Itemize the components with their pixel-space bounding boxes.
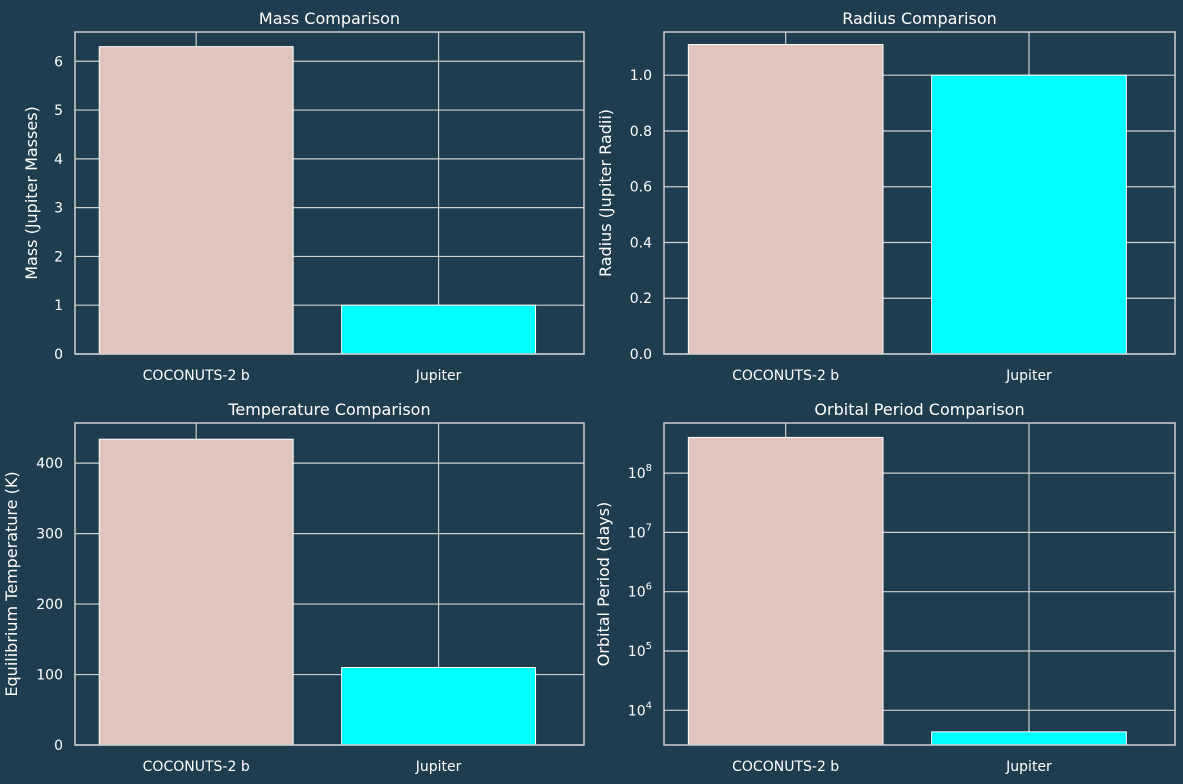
y-tick-label: 104 [628,700,652,719]
bar-jupiter [341,304,537,355]
bar-coconuts-2-b [687,44,884,355]
y-tick-label: 300 [36,527,63,543]
axes-frame [663,422,1176,746]
chart-panel-mass: 0 1 2 3 4 5 6 COCONUTS-2 b Jupiter Mass Compariso… [22,9,585,384]
y-axis-label: Equilibrium Temperature (K) [2,471,21,696]
y-tick-label: 0.2 [630,291,652,307]
x-tick-label: Jupiter [415,368,462,384]
y-axis-label: Mass (Jupiter Masses) [22,106,41,280]
y-tick-label: 400 [36,456,63,472]
y-tick-label: 108 [628,463,652,482]
bar-jupiter [931,731,1127,746]
chart-panel-period: 104 105 106 107 108 COCONUTS-2 b Jupiter Orbita… [594,400,1176,775]
bar-coconuts-2-b [98,46,294,355]
x-tick-label: COCONUTS-2 b [732,759,839,775]
bar-jupiter [341,666,537,746]
y-tick-label: 0.8 [630,124,652,140]
chart-title: Mass Comparison [259,9,400,28]
y-tick-label: 5 [54,103,63,119]
y-tick-label: 1 [54,298,63,314]
chart-panel-temperature: 0 100 200 300 400 COCONUTS-2 b Jupiter Temperat… [2,400,585,775]
y-tick-label: 0.0 [630,347,652,363]
x-tick-label: COCONUTS-2 b [143,368,250,384]
axes-frame [74,422,585,746]
x-tick-label: Jupiter [1005,368,1052,384]
y-tick-label: 200 [36,597,63,613]
y-tick-label: 2 [54,249,63,265]
chart-title: Temperature Comparison [227,400,430,419]
chart-title: Orbital Period Comparison [814,400,1024,419]
y-tick-label: 6 [54,54,63,70]
y-axis-label: Radius (Jupiter Radii) [596,109,615,277]
y-tick-label: 0.4 [630,235,652,251]
y-axis-label: Orbital Period (days) [594,502,613,667]
bar-jupiter [931,74,1127,355]
y-tick-label: 105 [628,641,652,660]
y-tick-label: 106 [628,582,652,601]
x-tick-label: Jupiter [1005,759,1052,775]
y-tick-label: 100 [36,668,63,684]
x-tick-label: COCONUTS-2 b [732,368,839,384]
axes-frame [74,31,585,355]
y-tick-label: 4 [54,152,63,168]
bar-coconuts-2-b [98,438,294,746]
y-tick-label: 0 [54,738,63,754]
chart-title: Radius Comparison [842,9,997,28]
y-tick-label: 107 [628,522,652,541]
x-tick-label: Jupiter [415,759,462,775]
y-tick-label: 1.0 [630,68,652,84]
chart-panel-radius: 0.0 0.2 0.4 0.6 0.8 1.0 COCONUTS-2 b Jupiter Rad… [596,9,1176,384]
bar-coconuts-2-b [687,436,884,746]
y-tick-label: 3 [54,201,63,217]
y-tick-label: 0 [54,347,63,363]
axes-frame [663,31,1176,355]
x-tick-label: COCONUTS-2 b [143,759,250,775]
y-tick-label: 0.6 [630,180,652,196]
